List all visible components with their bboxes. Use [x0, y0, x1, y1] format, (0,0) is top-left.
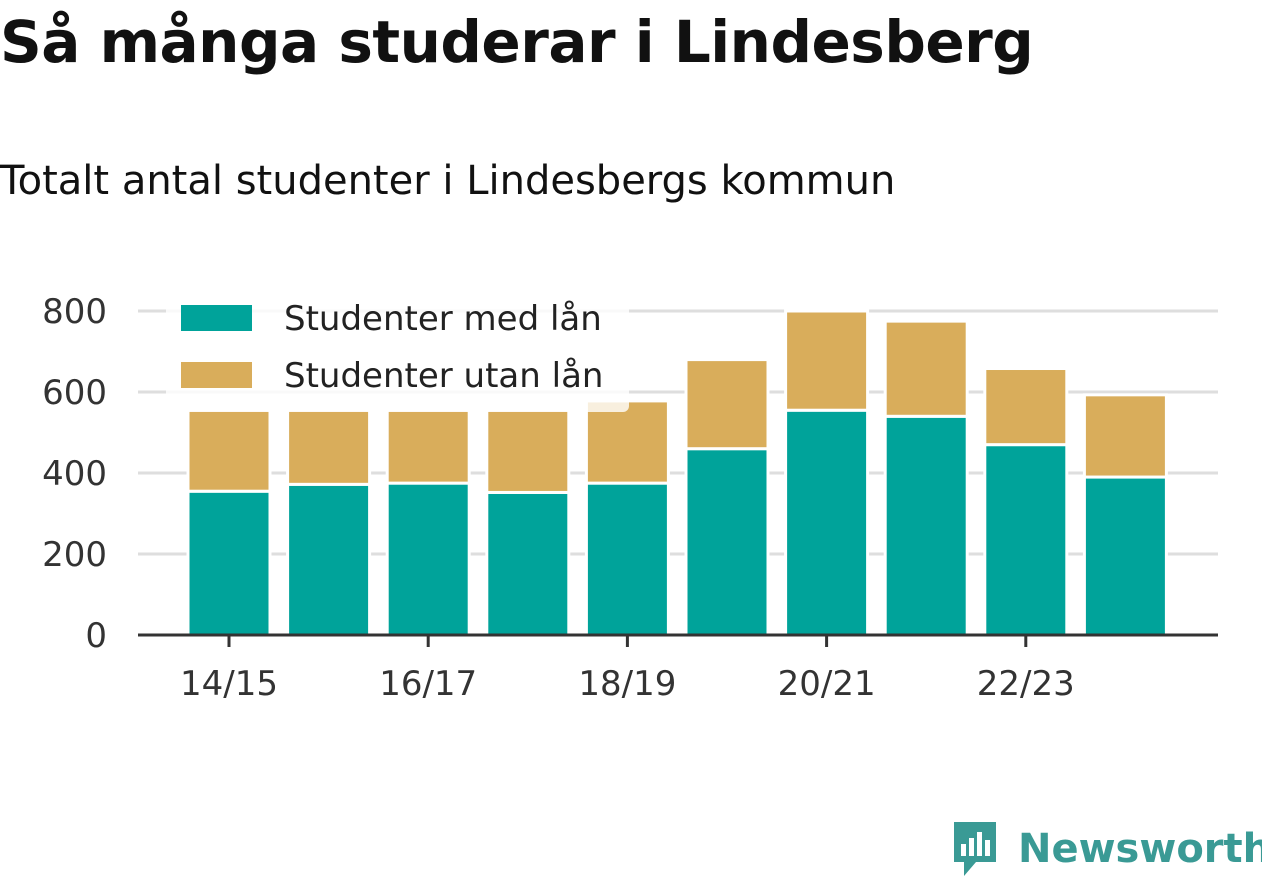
- x-tick-label: 16/17: [379, 664, 477, 704]
- bar-utan-lan: [186, 408, 272, 493]
- x-tick-label: 20/21: [778, 664, 876, 704]
- x-axis: 14/15 16/17 18/19 20/21 22/23: [138, 633, 1218, 704]
- bar-med-lan: [883, 414, 969, 637]
- x-tick-label: 22/23: [977, 664, 1075, 704]
- y-axis-ticks: 0 200 400 600 800: [42, 292, 107, 656]
- y-tick-label: 400: [42, 454, 107, 494]
- bar-med-lan: [1082, 475, 1168, 637]
- x-tick-label: 14/15: [180, 664, 278, 704]
- bar-utan-lan: [584, 399, 670, 485]
- chart-title: Så många studerar i Lindesberg: [0, 8, 1034, 76]
- brand-name: Newsworthy: [1018, 826, 1262, 872]
- legend-label: Studenter med lån: [284, 299, 602, 339]
- bar-med-lan: [784, 408, 870, 637]
- bar-utan-lan: [1082, 393, 1168, 479]
- legend-background: [166, 286, 629, 412]
- bar-med-lan: [584, 481, 670, 637]
- bar-med-lan: [286, 482, 372, 637]
- bar-med-lan: [186, 489, 272, 637]
- legend-swatch: [181, 362, 252, 388]
- y-tick-label: 0: [85, 616, 107, 656]
- bar-med-lan: [485, 490, 571, 637]
- newsworthy-logo-icon: [954, 822, 996, 876]
- bar-utan-lan: [485, 408, 571, 494]
- y-tick-label: 800: [42, 292, 107, 332]
- legend: Studenter med lån Studenter utan lån: [166, 286, 629, 412]
- bar-utan-lan: [784, 309, 870, 412]
- bar-utan-lan: [286, 408, 372, 486]
- bar-utan-lan: [983, 367, 1069, 447]
- legend-label: Studenter utan lån: [284, 356, 603, 396]
- bar-med-lan: [385, 481, 471, 637]
- bar-utan-lan: [883, 319, 969, 418]
- chart-subtitle: Totalt antal studenter i Lindesbergs kom…: [0, 158, 896, 204]
- y-tick-label: 200: [42, 535, 107, 575]
- y-tick-label: 600: [42, 373, 107, 413]
- bar-med-lan: [983, 443, 1069, 637]
- newsworthy-logo: Newsworthy: [950, 818, 1262, 880]
- x-tick-label: 18/19: [578, 664, 676, 704]
- bars: [186, 309, 1168, 637]
- bar-utan-lan: [385, 408, 471, 485]
- legend-swatch: [181, 305, 252, 331]
- bar-med-lan: [684, 447, 770, 637]
- bar-utan-lan: [684, 358, 770, 451]
